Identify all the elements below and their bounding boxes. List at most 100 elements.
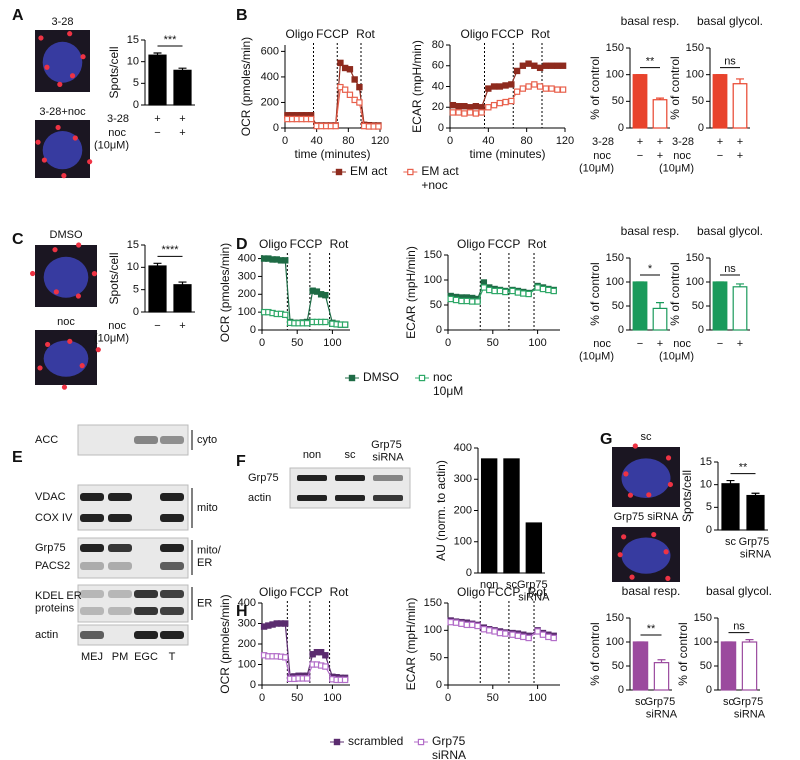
y-tick-label: 40 (432, 80, 444, 92)
point (539, 631, 547, 638)
y-tick-label: 300 (238, 617, 256, 629)
point (485, 104, 492, 111)
point (480, 626, 488, 633)
error-bar (153, 262, 162, 266)
point (356, 99, 363, 106)
panel-label: A (12, 7, 24, 24)
condition-label: 3-28 (107, 113, 129, 125)
nucleus (621, 537, 671, 574)
blot-row-label: Grp75 (248, 472, 279, 484)
y-tick-label: 0 (133, 306, 139, 318)
x-tick-label: Grp75 siRNA (517, 579, 551, 604)
injection-label: Rot (531, 27, 550, 41)
spot (53, 289, 59, 295)
point (486, 627, 493, 634)
point (461, 110, 468, 117)
bar (632, 281, 648, 331)
x-tick-label: Grp75 siRNA (645, 696, 679, 721)
y-axis-label: Spots/cell (107, 46, 121, 98)
x-tick-label: 80 (342, 135, 354, 147)
spot (80, 54, 86, 60)
y-tick-label: 150 (424, 249, 442, 261)
nucleus (43, 340, 89, 377)
bar (720, 641, 737, 691)
y-tick-label: 10 (127, 56, 139, 68)
condition-label: 3-28 (672, 136, 694, 148)
band (108, 544, 132, 552)
y-tick-label: 20 (432, 101, 444, 113)
band (134, 607, 158, 615)
point (458, 620, 465, 627)
y-tick-label: 150 (686, 252, 704, 264)
y-tick-label: 100 (686, 69, 704, 81)
y-tick-label: 15 (127, 239, 139, 251)
bar (712, 281, 728, 331)
point (548, 62, 555, 69)
image-label: sc (641, 431, 653, 443)
point (490, 83, 498, 90)
point (519, 62, 527, 69)
injection-label: FCCP (290, 237, 323, 251)
x-tick-label: 120 (556, 135, 574, 147)
y-tick-label: 0 (698, 324, 704, 336)
point (525, 634, 532, 642)
y-tick-label: 300 (454, 473, 472, 485)
error-bar (153, 52, 162, 56)
point (514, 632, 522, 640)
blot (77, 624, 189, 646)
x-axis-label: time (minutes) (469, 147, 545, 161)
blot-group-label: mito/ ER (197, 544, 224, 569)
bar (721, 483, 740, 531)
band (80, 631, 104, 639)
condition-mark: + (737, 150, 743, 162)
point (539, 285, 547, 293)
band (134, 590, 158, 598)
y-tick-label: 5 (133, 77, 139, 89)
y-tick-label: 150 (694, 612, 712, 624)
condition-label: noc (10μM) (579, 338, 614, 363)
injection-label: FCCP (316, 27, 349, 41)
band (160, 607, 184, 615)
series-line (263, 622, 346, 679)
significance-label: ** (647, 623, 656, 635)
y-tick-label: 150 (686, 42, 704, 54)
legend-label: Grp75 siRNA (432, 734, 469, 760)
point (356, 83, 363, 91)
point (496, 99, 504, 107)
band (160, 631, 184, 639)
point (502, 98, 509, 106)
lane-label: Grp75 siRNA (371, 439, 405, 464)
point (542, 62, 550, 69)
bar (632, 74, 648, 129)
spot (621, 534, 627, 540)
image-label: noc (57, 316, 75, 328)
point (282, 654, 289, 661)
point (509, 631, 516, 638)
blot-row-label: VDAC (35, 491, 66, 503)
spot (665, 575, 671, 581)
point (332, 122, 339, 130)
y-tick-label: 200 (454, 504, 472, 516)
y-tick-label: 0 (436, 324, 442, 336)
band (134, 436, 158, 444)
point (322, 291, 329, 299)
significance-label: ns (724, 56, 736, 68)
error-bar (745, 639, 754, 642)
x-tick-label: 50 (291, 337, 303, 349)
blot-row-label: Grp75 (35, 542, 66, 554)
band (80, 493, 104, 501)
point (548, 85, 555, 92)
point (559, 62, 567, 69)
x-tick-label: 0 (447, 135, 453, 147)
condition-label: noc (10μM) (94, 320, 129, 345)
y-axis-label: OCR (pmoles/min) (218, 243, 232, 342)
bar (652, 307, 668, 331)
y-tick-label: 50 (612, 95, 624, 107)
y-tick-label: 150 (606, 42, 624, 54)
legend-label: DMSO (363, 370, 399, 384)
legend-label: scrambled (348, 734, 403, 748)
spot (67, 338, 73, 344)
x-tick-label: 50 (487, 692, 499, 704)
x-tick-label: 100 (528, 692, 546, 704)
point (449, 101, 457, 109)
